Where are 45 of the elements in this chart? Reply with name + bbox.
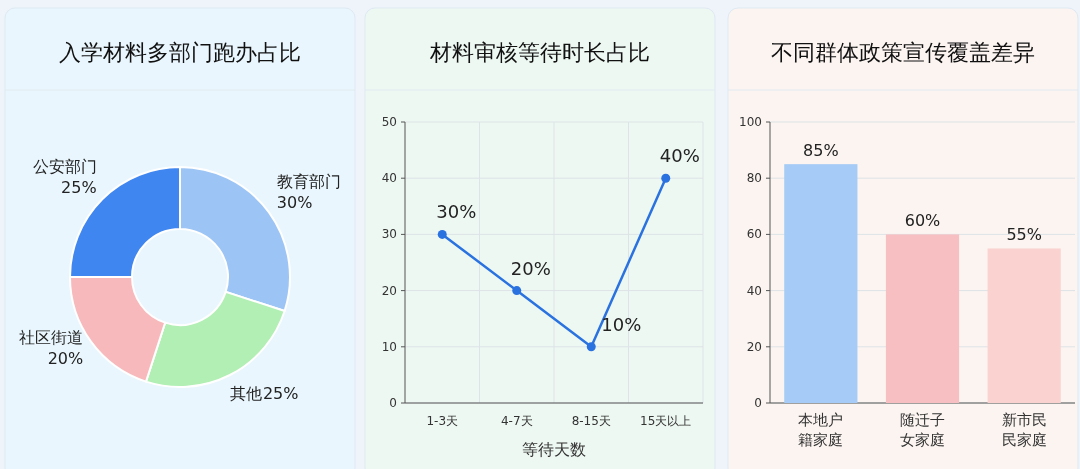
point: [661, 173, 671, 183]
data-label: 25%: [262, 383, 299, 403]
point: [586, 342, 596, 352]
slice-label: 公安部门: [32, 156, 97, 176]
y-tick-label: 10: [381, 339, 397, 354]
y-tick-label: 0: [389, 396, 397, 410]
x-tick-label: 4-7天: [500, 414, 533, 428]
x-tick-label: 15天以上: [640, 414, 692, 428]
data-label: 25%: [61, 177, 97, 197]
y-tick-label: 50: [381, 115, 397, 129]
y-tick-label: 40: [381, 171, 397, 186]
bar: [784, 164, 858, 403]
data-label: 30%: [436, 201, 477, 223]
point: [437, 229, 447, 239]
y-tick-label: 60: [746, 227, 762, 242]
chart-title: 不同群体政策宣传覆盖差异: [771, 40, 1035, 65]
point: [512, 286, 522, 296]
data-label: 30%: [276, 193, 313, 213]
data-label: 20%: [47, 348, 84, 368]
data-label: 40%: [659, 145, 700, 167]
slice-label: 教育部门: [276, 172, 341, 192]
slice-label: 社区街道: [19, 327, 84, 347]
x-tick-label: 随迁子女家庭: [900, 411, 945, 449]
data-label: 60%: [904, 211, 941, 231]
x-tick-label: 本地户籍家庭: [798, 411, 844, 449]
chart-title: 入学材料多部门跑办占比: [59, 40, 301, 65]
x-axis-title: 等待天数: [522, 440, 586, 459]
y-tick-label: 0: [754, 396, 762, 410]
data-label: 10%: [601, 313, 642, 335]
x-tick-label: 新市民民家庭: [1001, 411, 1047, 449]
y-tick-label: 100: [739, 115, 762, 129]
y-tick-label: 20: [746, 339, 762, 354]
x-tick-label: 1-3天: [426, 414, 459, 428]
data-label: 20%: [510, 257, 551, 279]
x-tick-label: 8-15天: [571, 414, 611, 428]
y-tick-label: 20: [381, 283, 397, 298]
slice-label: 其他: [229, 383, 262, 403]
y-tick-label: 40: [746, 283, 762, 298]
y-tick-label: 30: [381, 227, 397, 242]
data-label: 85%: [803, 141, 839, 161]
bar: [987, 248, 1061, 403]
chart-title: 材料审核等待时长占比: [429, 40, 650, 65]
bar: [885, 234, 960, 403]
data-label: 55%: [1006, 225, 1042, 245]
y-tick-label: 80: [746, 171, 762, 186]
